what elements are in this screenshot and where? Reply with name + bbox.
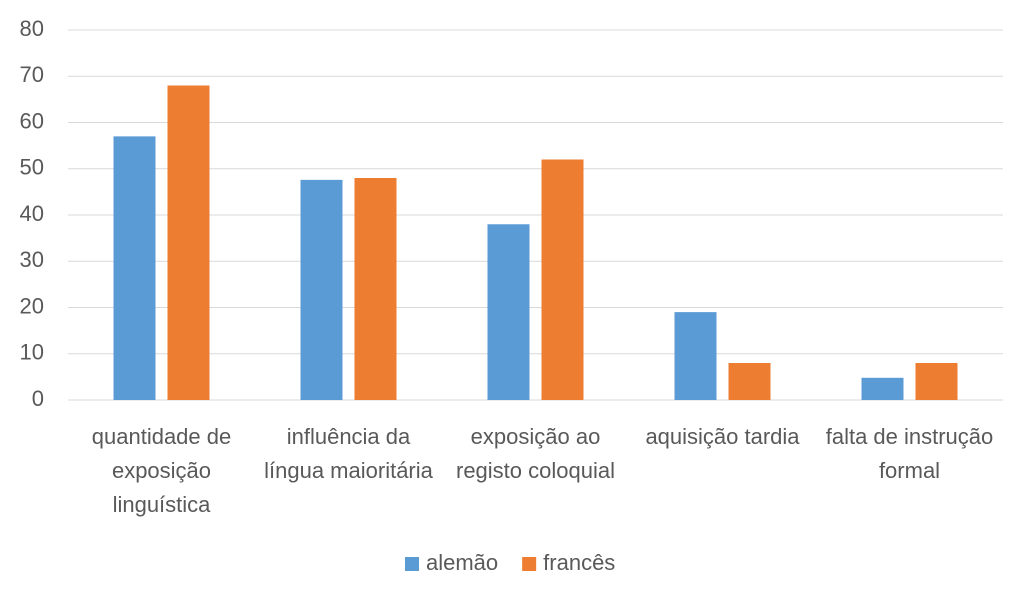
y-tick-label: 10: [20, 340, 44, 365]
legend-swatch: [405, 557, 419, 571]
x-tick-label: falta de instrução formal: [825, 424, 994, 483]
bar: [113, 136, 156, 400]
x-tick-label: influência da língua maioritária: [264, 424, 433, 483]
y-tick-label: 30: [20, 247, 44, 272]
bar: [541, 159, 584, 400]
y-tick-label: 20: [20, 293, 44, 318]
bar: [487, 224, 530, 400]
bar: [674, 312, 717, 400]
legend-label: francês: [543, 550, 615, 575]
x-tick-label: exposição ao registo coloquial: [456, 424, 615, 483]
bar: [300, 179, 343, 400]
y-tick-label: 70: [20, 62, 44, 87]
legend-swatch: [522, 557, 537, 571]
bar: [167, 85, 210, 400]
y-tick-label: 0: [32, 386, 44, 411]
x-tick-label: aquisição tardia: [645, 424, 800, 449]
y-tick-label: 40: [20, 201, 44, 226]
bar: [915, 363, 958, 400]
bar: [861, 377, 904, 400]
bar: [728, 363, 771, 400]
y-tick-label: 50: [20, 155, 44, 180]
y-tick-label: 60: [20, 108, 44, 133]
y-tick-label: 80: [20, 16, 44, 41]
bar: [354, 178, 397, 400]
x-tick-label: quantidade de exposição linguística: [91, 424, 232, 517]
legend-label: alemão: [426, 550, 498, 575]
